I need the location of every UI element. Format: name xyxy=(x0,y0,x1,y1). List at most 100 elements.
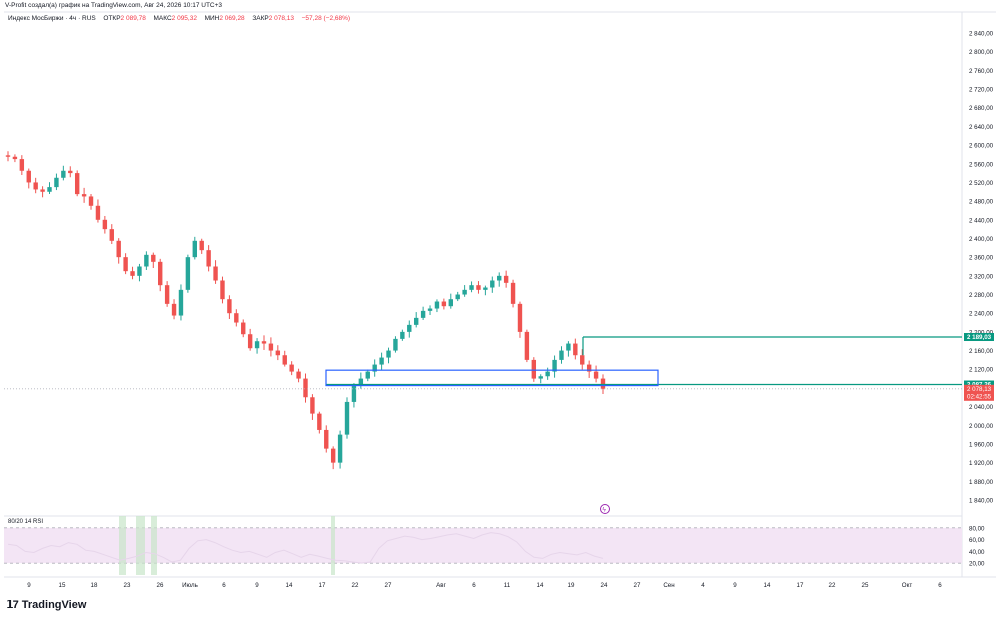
candle-body xyxy=(289,364,294,372)
last-price-tag-bg xyxy=(964,384,994,401)
price-tick: 2 400,00 xyxy=(969,236,994,243)
price-tick: 2 560,00 xyxy=(969,161,994,168)
candle-body xyxy=(185,257,191,290)
price-tick: 2 760,00 xyxy=(969,68,994,75)
rsi-title[interactable]: 80/20 14 RSI xyxy=(8,519,44,525)
high-value: 2 095,32 xyxy=(171,15,197,22)
candle-body xyxy=(12,156,18,160)
candle-body xyxy=(393,338,398,351)
brand-logo[interactable]: 𝟭7 TradingView xyxy=(6,598,86,612)
low-label: МИН xyxy=(204,15,220,22)
candle-body xyxy=(344,401,350,435)
rsi-line xyxy=(7,532,604,564)
price-tick: 2 280,00 xyxy=(969,292,994,299)
candle-body xyxy=(213,266,218,281)
countdown-tag: 02:42:55 xyxy=(967,393,992,400)
price-tick: 2 360,00 xyxy=(969,255,994,262)
candle-body xyxy=(573,343,578,356)
candles-layer xyxy=(5,151,606,470)
candle-body xyxy=(220,280,225,300)
price-tick: 2 520,00 xyxy=(969,180,994,187)
candle-body xyxy=(102,219,108,230)
time-tick: 11 xyxy=(504,582,511,589)
price-tick: 2 040,00 xyxy=(969,404,994,411)
symbol-name[interactable]: Индекс МосБиржи · 4ч · RUS xyxy=(8,15,96,22)
rsi-signal-band xyxy=(331,516,335,575)
lower-level-tag-bg xyxy=(964,380,994,389)
time-tick: 6 xyxy=(938,582,942,589)
candle-body xyxy=(524,331,530,360)
candle-body xyxy=(171,303,177,316)
candle-body xyxy=(545,371,550,377)
zone-rectangle xyxy=(325,369,659,387)
candle-body xyxy=(130,271,135,276)
drawings-layer: ϟ xyxy=(4,336,962,514)
rsi-band xyxy=(4,527,962,564)
candle-body xyxy=(5,155,11,157)
candle-body xyxy=(282,355,287,365)
time-tick: Авг xyxy=(436,582,446,589)
tradingview-logo-icon: 𝟭7 xyxy=(6,599,19,611)
candle-body xyxy=(268,343,274,351)
candle-body xyxy=(199,240,204,251)
time-tick: 6 xyxy=(222,582,226,589)
candle-body xyxy=(116,240,121,258)
candle-body xyxy=(600,378,606,389)
rsi-tick: 80,00 xyxy=(969,525,985,532)
price-tick: 2 320,00 xyxy=(969,273,994,280)
candle-body xyxy=(580,355,585,365)
candle-body xyxy=(434,301,440,309)
price-tick: 1 920,00 xyxy=(969,460,994,467)
candle-body xyxy=(317,413,322,430)
candle-body xyxy=(303,378,308,398)
candle-body xyxy=(95,205,101,220)
candle-body xyxy=(109,229,114,241)
candle-body xyxy=(247,334,253,349)
candle-body xyxy=(448,299,453,307)
candle-body xyxy=(137,266,142,276)
candle-body xyxy=(469,285,474,290)
time-tick: 27 xyxy=(385,582,392,589)
candle-body xyxy=(192,240,198,258)
candle-body xyxy=(462,289,467,295)
candle-body xyxy=(234,313,239,323)
candle-body xyxy=(47,187,52,192)
price-tick: 2 800,00 xyxy=(969,49,994,56)
candle-body xyxy=(372,364,377,372)
candle-body xyxy=(123,257,128,272)
candle-body xyxy=(413,317,419,325)
rsi-signal-band xyxy=(119,516,126,575)
time-tick: 17 xyxy=(319,582,326,589)
candle-body xyxy=(510,282,516,304)
candle-body xyxy=(88,196,94,206)
rsi-signal-band xyxy=(136,516,145,575)
candle-body xyxy=(538,376,543,379)
open-value: 2 089,78 xyxy=(120,15,146,22)
candle-body xyxy=(400,331,405,339)
time-tick: 22 xyxy=(829,582,836,589)
price-tick: 2 640,00 xyxy=(969,124,994,131)
price-tick: 2 200,00 xyxy=(969,329,994,336)
time-tick: 27 xyxy=(634,582,641,589)
time-tick: 14 xyxy=(537,582,544,589)
price-tick: 2 080,00 xyxy=(969,385,994,392)
candle-body xyxy=(241,322,246,335)
rsi-signal-band xyxy=(151,516,157,575)
change-value: −57,28 (−2,68%) xyxy=(301,15,351,22)
candle-body xyxy=(566,343,571,351)
alert-icon xyxy=(600,504,610,514)
candle-body xyxy=(593,371,599,379)
candle-body xyxy=(386,350,391,358)
candle-body xyxy=(254,341,260,349)
rsi-tick: 20,00 xyxy=(969,561,985,568)
candle-body xyxy=(441,301,447,307)
time-tick: 25 xyxy=(862,582,869,589)
candle-body xyxy=(310,397,315,414)
candle-body xyxy=(503,275,509,283)
price-tick: 2 720,00 xyxy=(969,87,994,94)
candle-body xyxy=(40,189,45,192)
price-tick: 2 000,00 xyxy=(969,423,994,430)
candle-body xyxy=(275,350,281,356)
candle-body xyxy=(358,378,364,386)
